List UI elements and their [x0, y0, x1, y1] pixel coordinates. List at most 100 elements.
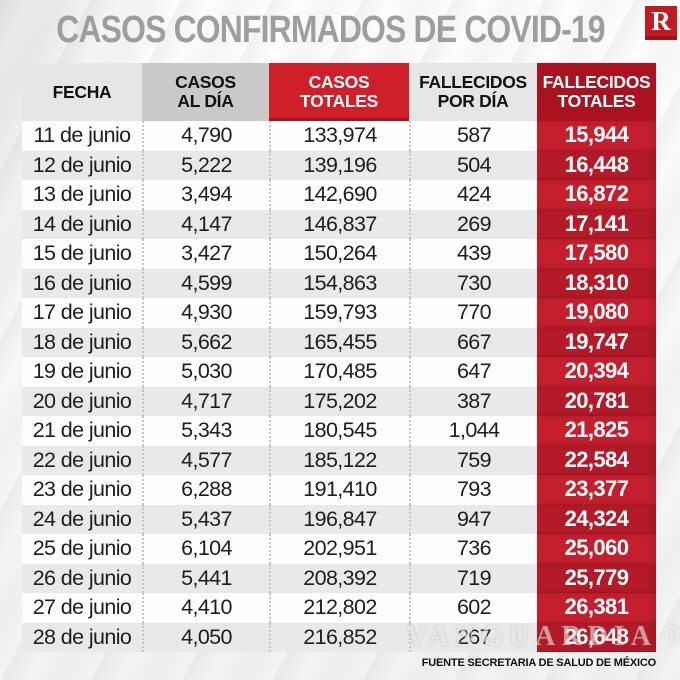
date-cell: 26 de junio — [32, 565, 132, 590]
total-cases-cell: 212,802 — [269, 593, 409, 623]
daily-cases-cell: 5,222 — [142, 150, 269, 180]
total-cases-cell: 208,392 — [269, 563, 409, 593]
total-deaths-cell: 16,872 — [537, 180, 656, 210]
date-cell: 13 de junio — [32, 182, 132, 207]
daily-deaths-cell: 793 — [409, 475, 537, 505]
daily-deaths-cell: 667 — [409, 327, 537, 357]
daily-cases-cell: 5,343 — [142, 416, 269, 446]
daily-deaths-cell: 736 — [409, 534, 537, 564]
date-cell: 12 de junio — [32, 152, 132, 177]
table-row: 20 de junio 4,717 175,202 387 20,781 — [22, 386, 656, 416]
page-title-text: CASOS CONFIRMADOS DE COVID-19 — [55, 9, 605, 51]
daily-cases-cell: 6,104 — [142, 534, 269, 564]
total-cases-cell: 154,863 — [269, 268, 409, 298]
date-cell: 14 de junio — [32, 211, 132, 236]
table-row: 26 de junio 5,441 208,392 719 25,779 — [22, 563, 656, 593]
daily-deaths-cell: 602 — [409, 593, 537, 623]
table-row: 18 de junio 5,662 165,455 667 19,747 — [22, 327, 656, 357]
date-cell: 11 de junio — [33, 123, 131, 148]
daily-deaths-cell: 647 — [409, 357, 537, 387]
total-cases-cell: 159,793 — [269, 298, 409, 328]
covid-table: FECHA CASOS AL DÍA CASOS TOTALES FALLECI… — [22, 63, 656, 652]
date-cell: 16 de junio — [32, 270, 132, 295]
total-deaths-cell: 20,781 — [537, 386, 656, 416]
total-deaths-cell: 17,141 — [537, 209, 656, 239]
total-cases-cell: 180,545 — [269, 416, 409, 446]
daily-deaths-cell: 770 — [409, 298, 537, 328]
table-row: 11 de junio 4,790 133,974 587 15,944 — [22, 121, 656, 151]
table-row: 21 de junio 5,343 180,545 1,044 21,825 — [22, 416, 656, 446]
daily-cases-cell: 3,494 — [142, 180, 269, 210]
table-row: 16 de junio 4,599 154,863 730 18,310 — [22, 268, 656, 298]
total-cases-cell: 133,974 — [269, 121, 409, 151]
date-cell: 28 de junio — [32, 624, 132, 649]
daily-deaths-cell: 269 — [409, 209, 537, 239]
total-deaths-cell: 26,381 — [537, 593, 656, 623]
date-cell: 17 de junio — [32, 300, 132, 325]
daily-cases-cell: 4,930 — [142, 298, 269, 328]
daily-deaths-cell: 504 — [409, 150, 537, 180]
total-cases-cell: 146,837 — [269, 209, 409, 239]
date-cell: 19 de junio — [32, 359, 132, 384]
date-cell: 18 de junio — [32, 329, 132, 354]
total-deaths-cell: 22,584 — [537, 445, 656, 475]
total-deaths-cell: 15,944 — [537, 121, 656, 151]
daily-cases-cell: 4,050 — [142, 622, 269, 652]
table-row: 24 de junio 5,437 196,847 947 24,324 — [22, 504, 656, 534]
date-cell: 23 de junio — [32, 477, 132, 502]
total-deaths-cell: 18,310 — [537, 268, 656, 298]
brand-logo-r-icon: R — [645, 6, 677, 40]
brand-logo-letter: R — [651, 5, 671, 36]
table-row: 13 de junio 3,494 142,690 424 16,872 — [22, 180, 656, 210]
daily-cases-cell: 4,577 — [142, 445, 269, 475]
total-deaths-cell: 17,580 — [537, 239, 656, 269]
total-cases-cell: 142,690 — [269, 180, 409, 210]
page-title: CASOS CONFIRMADOS DE COVID-19 — [0, 8, 660, 52]
daily-cases-cell: 4,717 — [142, 386, 269, 416]
table-row: 17 de junio 4,930 159,793 770 19,080 — [22, 298, 656, 328]
table-row: 28 de junio 4,050 216,852 267 26,648 — [22, 622, 656, 652]
header-casos-al-dia: CASOS AL DÍA — [142, 63, 269, 121]
total-cases-cell: 150,264 — [269, 239, 409, 269]
table-body: 11 de junio 4,790 133,974 587 15,944 12 de ju… — [22, 121, 656, 652]
total-cases-cell: 196,847 — [269, 504, 409, 534]
total-deaths-cell: 26,648 — [537, 622, 656, 652]
total-deaths-cell: 19,747 — [537, 327, 656, 357]
total-deaths-cell: 24,324 — [537, 504, 656, 534]
total-deaths-cell: 19,080 — [537, 298, 656, 328]
daily-cases-cell: 5,441 — [142, 563, 269, 593]
table-row: 14 de junio 4,147 146,837 269 17,141 — [22, 209, 656, 239]
daily-cases-cell: 5,437 — [142, 504, 269, 534]
table-row: 15 de junio 3,427 150,264 439 17,580 — [22, 239, 656, 269]
daily-deaths-cell: 387 — [409, 386, 537, 416]
daily-cases-cell: 5,030 — [142, 357, 269, 387]
total-deaths-cell: 16,448 — [537, 150, 656, 180]
date-cell: 27 de junio — [32, 595, 132, 620]
total-cases-cell: 170,485 — [269, 357, 409, 387]
total-cases-cell: 139,196 — [269, 150, 409, 180]
total-deaths-cell: 20,394 — [537, 357, 656, 387]
daily-deaths-cell: 439 — [409, 239, 537, 269]
date-cell: 25 de junio — [32, 536, 132, 561]
daily-deaths-cell: 587 — [409, 121, 537, 151]
date-cell: 21 de junio — [32, 418, 132, 443]
daily-cases-cell: 3,427 — [142, 239, 269, 269]
total-cases-cell: 202,951 — [269, 534, 409, 564]
total-deaths-cell: 23,377 — [537, 475, 656, 505]
total-cases-cell: 216,852 — [269, 622, 409, 652]
daily-cases-cell: 6,288 — [142, 475, 269, 505]
daily-cases-cell: 4,790 — [142, 121, 269, 151]
total-deaths-cell: 21,825 — [537, 416, 656, 446]
daily-deaths-cell: 1,044 — [409, 416, 537, 446]
daily-deaths-cell: 730 — [409, 268, 537, 298]
table-row: 25 de junio 6,104 202,951 736 25,060 — [22, 534, 656, 564]
total-cases-cell: 185,122 — [269, 445, 409, 475]
total-deaths-cell: 25,779 — [537, 563, 656, 593]
total-deaths-cell: 25,060 — [537, 534, 656, 564]
daily-cases-cell: 5,662 — [142, 327, 269, 357]
header-casos-totales: CASOS TOTALES — [269, 63, 409, 121]
source-note: FUENTE SECRETARIA DE SALUD DE MÉXICO — [421, 657, 656, 669]
header-fallecidos-por-dia: FALLECIDOS POR DÍA — [409, 63, 537, 121]
date-cell: 24 de junio — [32, 506, 132, 531]
